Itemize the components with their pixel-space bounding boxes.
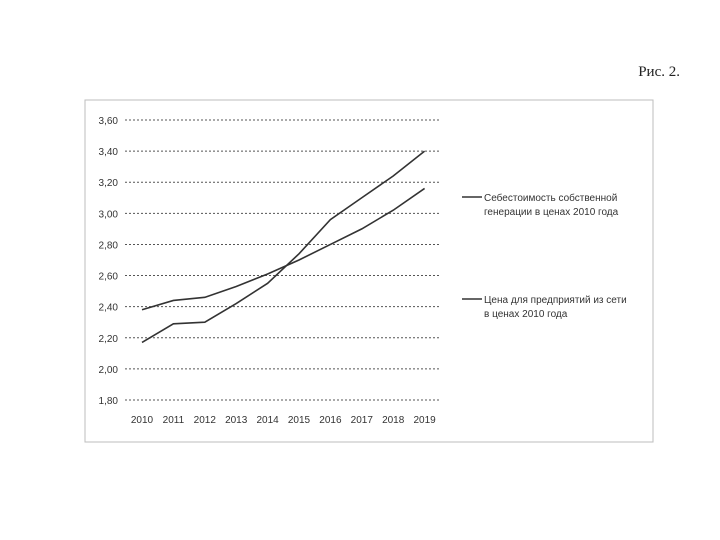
y-axis-ticks: 3,60 3,40 3,20 3,00 2,80 2,60 2,40 2,20 2,00 1,80 xyxy=(99,116,119,407)
y-tick-label: 1,80 xyxy=(99,396,119,407)
y-tick-label: 3,00 xyxy=(99,209,119,220)
y-tick-label: 2,80 xyxy=(99,240,119,251)
x-tick-label: 2015 xyxy=(288,415,311,426)
series-line-2 xyxy=(141,187,426,311)
x-tick-label: 2016 xyxy=(319,415,342,426)
x-tick-label: 2010 xyxy=(131,415,154,426)
figure-caption: Рис. 2. xyxy=(638,64,680,80)
x-tick-label: 2017 xyxy=(351,415,374,426)
x-tick-label: 2011 xyxy=(163,415,185,426)
legend-label-2: в ценах 2010 года xyxy=(484,309,568,320)
legend-label-1: Себестоимость собственной xyxy=(484,192,617,204)
legend-label-2: Цена для предприятий из сети xyxy=(484,295,627,306)
x-tick-label: 2018 xyxy=(382,415,405,426)
y-tick-label: 2,20 xyxy=(99,334,119,345)
chart-frame xyxy=(84,99,654,443)
y-tick-label: 3,40 xyxy=(99,147,119,158)
series-lines xyxy=(141,150,426,344)
x-tick-label: 2012 xyxy=(194,415,217,426)
y-tick-label: 2,00 xyxy=(99,365,119,376)
x-axis-ticks: 2010 2011 2012 2013 2014 2015 2016 2017 2018 2019 xyxy=(131,415,436,426)
legend: Себестоимость собственной генерации в цен… xyxy=(462,192,627,320)
series-line-1 xyxy=(141,150,426,344)
y-tick-label: 2,40 xyxy=(99,303,119,314)
grid-lines xyxy=(125,119,440,401)
y-tick-label: 2,60 xyxy=(99,272,119,283)
y-tick-label: 3,60 xyxy=(99,116,119,127)
x-tick-label: 2013 xyxy=(225,415,248,426)
y-tick-label: 3,20 xyxy=(99,178,119,189)
x-tick-label: 2019 xyxy=(413,415,436,426)
legend-label-1: генерации в ценах 2010 года xyxy=(484,207,619,218)
x-tick-label: 2014 xyxy=(256,415,279,426)
